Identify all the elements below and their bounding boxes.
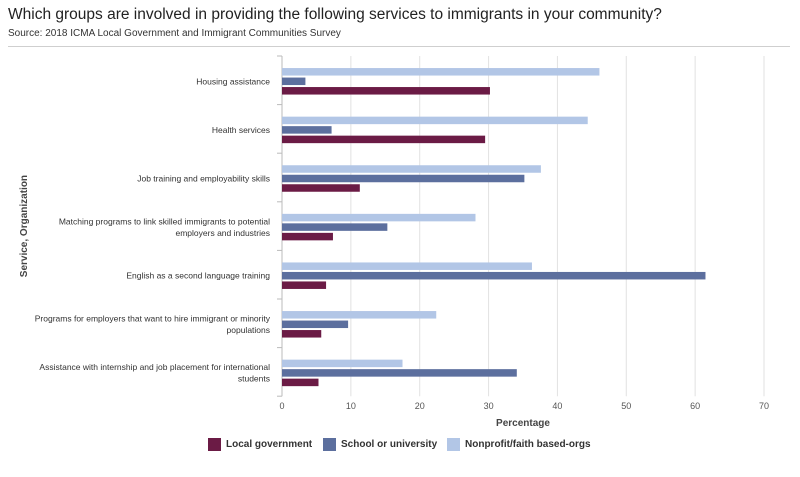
legend-item-nonprofit[interactable]: Nonprofit/faith based-orgs [447,438,591,451]
y-category-label: students [238,374,270,384]
bar-nonprofit [282,165,541,173]
bar-nonprofit [282,116,588,125]
y-axis-title: Service, Organization [19,175,30,277]
legend-swatch-local-government [208,438,221,451]
legend-swatch-school-or-university [323,438,336,451]
bar-school-or-university [282,77,306,86]
bar-local-government [282,330,322,338]
x-tick-label: 0 [279,401,284,411]
bar-school-or-university [282,223,388,231]
x-tick-label: 40 [552,401,562,411]
x-tick-label: 50 [621,401,631,411]
bar-nonprofit [282,68,600,76]
bar-school-or-university [282,271,706,280]
y-category-label: employers and industries [176,228,271,238]
legend-swatch-nonprofit [447,438,460,451]
bar-local-government [282,87,490,95]
x-tick-label: 60 [690,401,700,411]
y-category-label: Assistance with internship and job place… [39,362,270,372]
legend-label-school-or-university: School or university [341,439,438,450]
bar-local-government [282,378,319,387]
legend-item-school-or-university[interactable]: School or university [323,438,437,451]
bar-school-or-university [282,320,349,329]
bar-nonprofit [282,311,437,319]
x-tick-label: 10 [346,401,356,411]
y-category-label: Health services [212,125,270,135]
bar-nonprofit [282,213,476,222]
bar-school-or-university [282,126,332,134]
bar-nonprofit [282,262,532,270]
legend-item-local-government[interactable]: Local government [208,438,312,451]
y-category-label: populations [227,325,270,335]
y-category-label: Matching programs to link skilled immigr… [59,216,270,226]
bar-school-or-university [282,369,517,377]
bar-local-government [282,135,486,144]
x-axis-title: Percentage [496,418,550,429]
chart-subtitle: Source: 2018 ICMA Local Government and I… [8,28,341,39]
title-divider [8,46,790,47]
bar-local-government [282,281,327,289]
legend-label-nonprofit: Nonprofit/faith based-orgs [465,439,591,450]
bar-local-government [282,184,360,192]
x-tick-label: 70 [759,401,769,411]
legend-label-local-government: Local government [226,439,313,450]
y-category-label: Programs for employers that want to hire… [35,314,271,324]
bar-nonprofit [282,359,403,368]
chart-title: Which groups are involved in providing t… [8,6,662,23]
bar-local-government [282,232,333,241]
x-tick-label: 30 [484,401,494,411]
y-category-label: English as a second language training [126,271,270,281]
bar-school-or-university [282,174,525,183]
y-category-label: Job training and employability skills [137,174,270,184]
x-tick-label: 20 [415,401,425,411]
y-category-label: Housing assistance [196,76,270,86]
